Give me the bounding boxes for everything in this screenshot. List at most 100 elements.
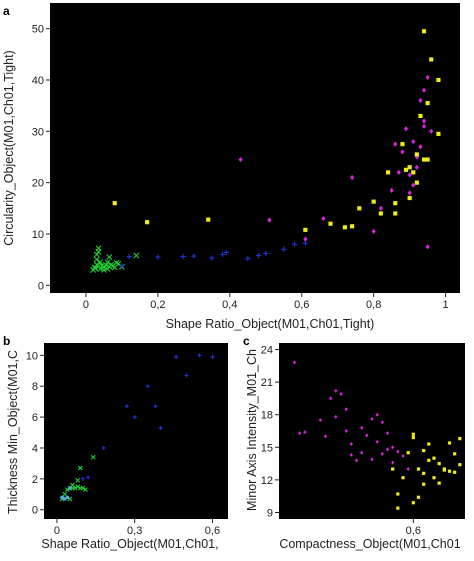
y-tick-label: 10 (32, 229, 44, 241)
data-point (112, 201, 117, 206)
x-tick-label: 0,4 (222, 299, 237, 311)
data-point (380, 420, 384, 425)
data-point (427, 458, 431, 462)
data-point (458, 437, 462, 441)
y-tick-label: 0 (32, 505, 38, 517)
data-point (197, 353, 202, 358)
y-tick-label: 6 (32, 412, 38, 424)
data-point (411, 501, 415, 505)
y-tick-label: 24 (261, 345, 273, 357)
data-point (453, 452, 457, 456)
data-point (403, 167, 409, 172)
data-point (97, 265, 104, 272)
data-point (263, 250, 269, 257)
data-point (422, 482, 426, 486)
data-point (238, 156, 243, 163)
data-point (124, 404, 129, 409)
data-point (400, 149, 405, 155)
data-point (180, 253, 186, 260)
data-point (385, 447, 390, 452)
data-point (83, 487, 88, 493)
panel-a-plot-area (50, 3, 460, 293)
data-point (350, 174, 355, 181)
data-point (281, 246, 287, 252)
data-point (436, 131, 441, 136)
data-point (432, 456, 436, 460)
data-point (425, 74, 430, 81)
data-point (153, 404, 158, 409)
data-point (411, 182, 416, 188)
data-point (223, 249, 229, 256)
data-point (97, 259, 104, 266)
data-point (298, 431, 302, 436)
data-point (370, 457, 374, 462)
data-point (328, 221, 333, 226)
panel-a-x-axis-label: Shape Ratio_Object(M01,Ch01,Tight) (166, 317, 375, 331)
data-point (378, 211, 383, 216)
data-point (126, 253, 132, 260)
panel-c-x-axis-label: Compactness_Object(M01,Ch01 (279, 537, 460, 551)
data-point (145, 220, 150, 225)
data-point (422, 448, 426, 453)
y-tick-label: 0 (38, 280, 44, 292)
data-point (436, 77, 441, 83)
x-tick-label: 0,6 (294, 299, 309, 311)
data-point (380, 451, 384, 456)
panel-c-plot-area (279, 343, 465, 519)
data-point (393, 141, 398, 147)
data-point (184, 373, 189, 378)
data-point (437, 481, 441, 485)
data-point (132, 415, 137, 420)
data-point (93, 256, 100, 263)
data-point (113, 259, 120, 266)
panel-c-x-ticks: 0,6 (406, 519, 421, 537)
data-point (429, 57, 434, 62)
data-point (77, 465, 83, 471)
data-point (437, 461, 441, 466)
panel-b-plot-area (44, 343, 228, 519)
data-point (357, 206, 362, 211)
y-tick-label: 20 (32, 178, 44, 190)
panel-a-x-ticks: 0 0,2 0,4 0,6 0,8 1 (83, 293, 449, 311)
data-point (406, 451, 410, 455)
data-point (458, 463, 462, 467)
y-tick-label: 50 (32, 24, 44, 36)
data-point (406, 467, 410, 472)
data-point (321, 215, 326, 222)
data-point (407, 190, 412, 196)
panel-b-y-axis-label: Thickness Min_Object(M01,C (6, 350, 20, 514)
data-point (75, 484, 81, 489)
panel-a-marks (90, 29, 441, 273)
panel-b-marks (59, 353, 215, 502)
data-point (411, 435, 415, 440)
data-point (291, 241, 298, 247)
data-point (70, 482, 75, 488)
data-point (95, 245, 102, 252)
data-point (174, 354, 179, 359)
data-point (75, 478, 81, 483)
data-point (342, 225, 347, 230)
data-point (318, 418, 322, 423)
data-point (209, 255, 215, 261)
data-point (414, 152, 419, 157)
data-point (425, 157, 430, 162)
data-point (407, 195, 412, 201)
data-point (86, 475, 91, 480)
data-point (432, 476, 436, 480)
panel-a: a 0 0,2 0,4 0,6 0,8 1 0 10 20 30 40 50 Shape Ratio… (2, 3, 460, 331)
data-point (303, 430, 307, 435)
data-point (442, 467, 446, 471)
data-point (385, 431, 390, 436)
panel-c-letter: c (243, 334, 250, 348)
data-point (391, 445, 395, 450)
data-point (245, 256, 251, 262)
panel-c-y-ticks: 9 12 15 18 21 24 (261, 345, 279, 519)
data-point (447, 441, 452, 445)
panel-c: c 0,6 9 12 15 18 21 24 Compactness_Object(M01… (243, 334, 465, 551)
data-point (344, 407, 348, 412)
data-point (255, 252, 262, 259)
data-point (416, 467, 421, 471)
data-point (421, 29, 427, 34)
data-point (396, 169, 401, 175)
